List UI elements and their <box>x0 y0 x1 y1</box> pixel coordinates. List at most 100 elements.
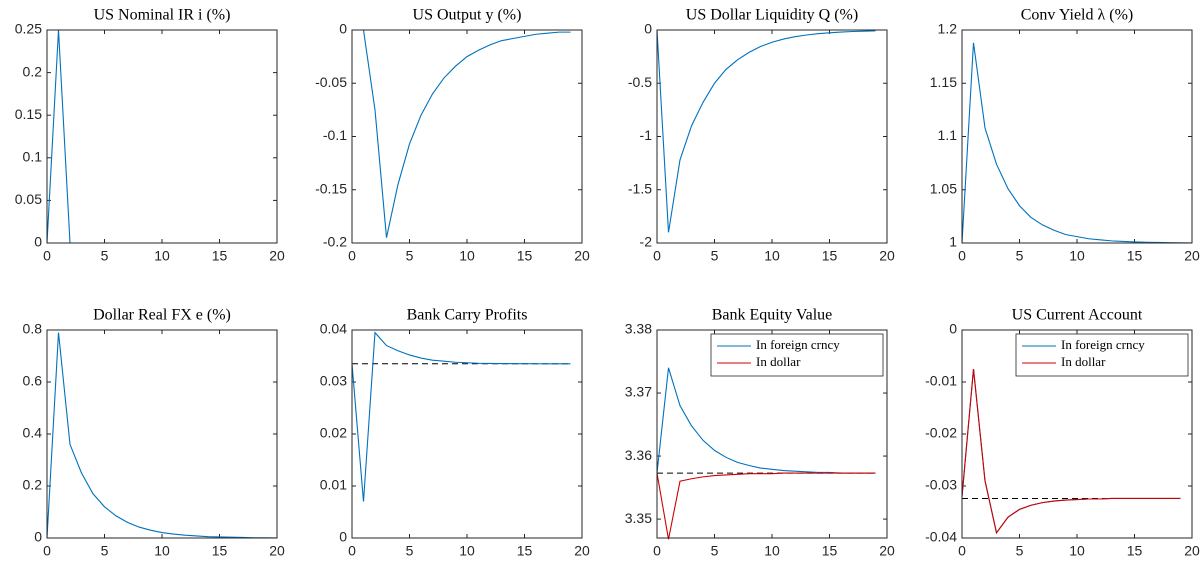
series-line <box>46 332 278 539</box>
y-tick-label: 0 <box>34 234 42 250</box>
y-tick-label: 0 <box>339 529 347 545</box>
x-tick-label: 5 <box>101 248 109 264</box>
y-tick-label: -0.02 <box>925 425 957 441</box>
y-tick-label: 0 <box>949 321 957 337</box>
x-tick-label: 10 <box>154 248 170 264</box>
y-tick-label: -0.5 <box>628 74 652 90</box>
x-tick-label: 5 <box>1016 543 1024 559</box>
y-tick-label: 3.38 <box>625 321 652 337</box>
y-tick-label: -0.1 <box>323 127 347 143</box>
x-tick-label: 0 <box>43 248 51 264</box>
subplot-title: US Nominal IR i (%) <box>94 7 231 24</box>
x-tick-label: 10 <box>764 543 780 559</box>
x-tick-label: 0 <box>348 248 356 264</box>
x-tick-label: 0 <box>653 543 661 559</box>
x-tick-label: 20 <box>879 543 895 559</box>
y-tick-label: 0.4 <box>23 425 43 441</box>
x-tick-label: 15 <box>1127 248 1143 264</box>
subplot: US Dollar Liquidity Q (%) -2 -1.5 -1 -0.5 0 0 5… <box>628 7 895 264</box>
x-tick-label: 5 <box>711 248 719 264</box>
y-tick-label: 0.02 <box>320 425 347 441</box>
y-tick-label: 0.2 <box>23 477 43 493</box>
y-tick-label: -1 <box>640 127 653 143</box>
y-tick-label: -0.15 <box>315 180 347 196</box>
series-line <box>351 331 571 502</box>
y-tick-label: 0.03 <box>320 373 347 389</box>
y-tick-label: 3.37 <box>625 384 652 400</box>
subplot: US Current Account -0.04 -0.03 -0.02 -0.01 0 0… <box>925 307 1200 559</box>
legend-label: In foreign crncy <box>1061 337 1145 352</box>
y-tick-label: 0.05 <box>15 191 42 207</box>
x-tick-label: 20 <box>269 248 285 264</box>
x-tick-label: 10 <box>1069 248 1085 264</box>
x-tick-label: 10 <box>459 543 475 559</box>
subplot: US Nominal IR i (%) 0 0.05 0.1 0.15 0.2 0.25 0 5… <box>15 7 285 264</box>
x-tick-label: 15 <box>517 543 533 559</box>
subplot: Dollar Real FX e (%) 0 0.2 0.4 0.6 0.8 0 5 10 15 2… <box>23 307 285 559</box>
x-tick-label: 15 <box>822 543 838 559</box>
y-tick-label: 1 <box>949 234 957 250</box>
y-tick-label: 0.01 <box>320 477 347 493</box>
x-tick-label: 15 <box>517 248 533 264</box>
y-tick-label: 3.35 <box>625 510 652 526</box>
y-tick-label: 0.6 <box>23 373 43 389</box>
y-tick-label: 0.15 <box>15 106 42 122</box>
subplot-title: US Current Account <box>1012 307 1143 324</box>
x-tick-label: 10 <box>1069 543 1085 559</box>
series-line <box>961 42 1193 244</box>
x-tick-label: 0 <box>958 248 966 264</box>
legend-box <box>710 333 884 377</box>
x-tick-label: 20 <box>879 248 895 264</box>
subplot: US Output y (%) -0.2 -0.15 -0.1 -0.05 0 0 5 10 15… <box>315 7 590 264</box>
series-line <box>656 29 876 233</box>
x-tick-label: 5 <box>406 543 414 559</box>
y-tick-label: 3.36 <box>625 447 652 463</box>
x-tick-label: 15 <box>212 543 228 559</box>
y-tick-label: 0.1 <box>23 149 43 165</box>
x-tick-label: 20 <box>1184 248 1200 264</box>
series-line <box>656 367 876 474</box>
series-line <box>961 368 1181 535</box>
y-tick-label: -0.05 <box>315 74 347 90</box>
x-tick-label: 5 <box>1016 248 1024 264</box>
x-tick-label: 20 <box>574 543 590 559</box>
axes-box <box>351 329 583 539</box>
axes-box <box>961 329 1193 539</box>
y-tick-label: 1.1 <box>938 127 958 143</box>
axes-box <box>656 329 888 539</box>
x-tick-label: 15 <box>822 248 838 264</box>
legend-label: In dollar <box>756 354 801 369</box>
x-tick-label: 10 <box>764 248 780 264</box>
x-tick-label: 20 <box>574 248 590 264</box>
x-tick-label: 5 <box>406 248 414 264</box>
y-tick-label: -1.5 <box>628 180 652 196</box>
subplot-title: Dollar Real FX e (%) <box>93 307 231 324</box>
y-tick-label: -2 <box>640 234 653 250</box>
x-tick-label: 5 <box>101 543 109 559</box>
x-tick-label: 20 <box>269 543 285 559</box>
x-tick-label: 0 <box>348 543 356 559</box>
series-line <box>46 29 277 244</box>
subplot-title: Bank Equity Value <box>712 307 833 324</box>
x-tick-label: 10 <box>459 248 475 264</box>
x-tick-label: 0 <box>653 248 661 264</box>
y-tick-label: -0.01 <box>925 373 957 389</box>
y-tick-label: 0 <box>644 21 652 37</box>
legend-label: In dollar <box>1061 354 1106 369</box>
y-tick-label: 0.8 <box>23 321 43 337</box>
subplot: Conv Yield λ (%) 1 1.05 1.1 1.15 1.2 0 5 10 15 20 <box>930 7 1200 264</box>
x-tick-label: 0 <box>43 543 51 559</box>
axes-box <box>46 29 278 244</box>
subplot-title: Conv Yield λ (%) <box>1021 7 1133 24</box>
y-tick-label: 0.2 <box>23 63 43 79</box>
y-tick-label: 0 <box>34 529 42 545</box>
axes-box <box>351 29 583 244</box>
series-line <box>961 368 1181 535</box>
x-tick-label: 15 <box>212 248 228 264</box>
y-tick-label: 0.04 <box>320 321 347 337</box>
axes-box <box>46 329 278 539</box>
y-tick-label: 0.25 <box>15 21 42 37</box>
legend-label: In foreign crncy <box>756 337 840 352</box>
y-tick-label: 1.05 <box>930 180 957 196</box>
x-tick-label: 0 <box>958 543 966 559</box>
